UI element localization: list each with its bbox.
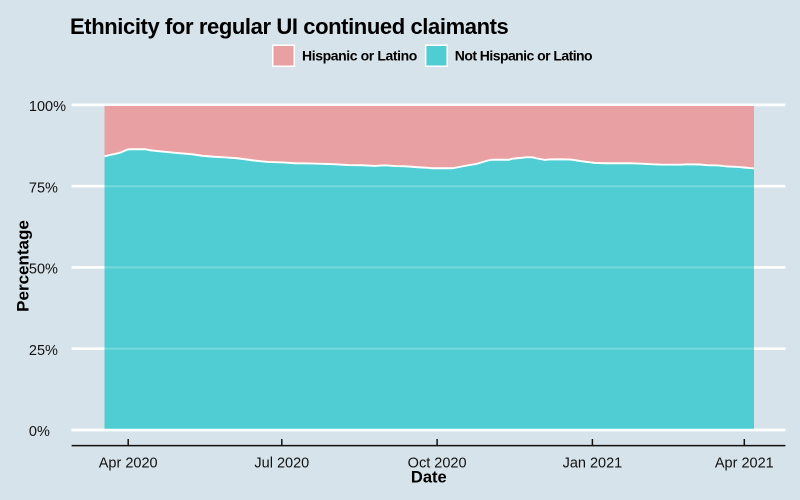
svg-text:25%: 25% (29, 343, 58, 359)
svg-text:100%: 100% (29, 99, 66, 115)
svg-text:Jul 2020: Jul 2020 (254, 456, 309, 472)
svg-text:75%: 75% (29, 181, 58, 197)
svg-text:0%: 0% (29, 424, 50, 440)
svg-text:Percentage: Percentage (14, 220, 33, 312)
svg-text:50%: 50% (29, 262, 58, 278)
svg-text:Date: Date (411, 468, 447, 486)
svg-text:Jan 2021: Jan 2021 (563, 456, 623, 472)
svg-text:Apr 2020: Apr 2020 (99, 456, 158, 472)
svg-text:Oct 2020: Oct 2020 (408, 456, 467, 472)
svg-text:Not Hispanic or Latino: Not Hispanic or Latino (455, 48, 592, 64)
svg-text:Hispanic or Latino: Hispanic or Latino (302, 48, 417, 64)
svg-text:Apr 2021: Apr 2021 (715, 456, 774, 472)
svg-text:Ethnicity for regular UI conti: Ethnicity for regular UI continued claim… (70, 14, 509, 39)
